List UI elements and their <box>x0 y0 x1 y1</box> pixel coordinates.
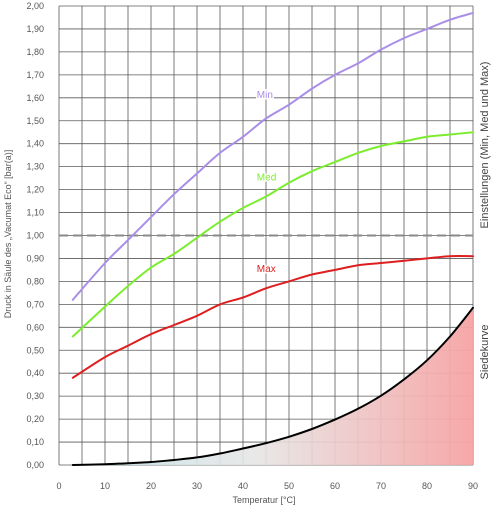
y-tick-label: 0,20 <box>26 414 44 424</box>
series-lines <box>71 11 474 466</box>
y-tick-label: 0,50 <box>26 345 44 355</box>
x-tick-labels: 0 10 20 30 40 50 60 70 80 90 <box>56 481 478 491</box>
x-tick-label: 90 <box>468 481 478 491</box>
boiling-area-fill <box>72 307 474 465</box>
y-tick-label: 0,40 <box>26 368 44 378</box>
series-labels: Min Med Max <box>255 88 277 276</box>
y-tick-label: 1,60 <box>26 93 44 103</box>
series-line-med <box>71 131 474 338</box>
y-tick-labels: 0,00 0,10 0,20 0,30 0,40 0,50 0,60 0,70 0,80 0,90… <box>26 1 44 470</box>
series-label-med: Med <box>257 172 276 183</box>
x-tick-label: 60 <box>330 481 340 491</box>
y-tick-label: 1,00 <box>26 231 44 241</box>
right-label-boiling-curve: Siedekurve <box>479 324 491 379</box>
x-tick-label: 30 <box>192 481 202 491</box>
y-tick-label: 0,10 <box>26 437 44 447</box>
x-tick-label: 10 <box>100 481 110 491</box>
y-tick-label: 0,00 <box>26 460 44 470</box>
boiling-curve-area <box>72 307 474 465</box>
x-tick-label: 50 <box>284 481 294 491</box>
x-axis-title: Temperatur [°C] <box>232 495 295 505</box>
x-tick-label: 0 <box>56 481 61 491</box>
series-label-max: Max <box>257 264 276 275</box>
y-tick-label: 0,70 <box>26 299 44 309</box>
y-tick-label: 0,30 <box>26 391 44 401</box>
y-tick-label: 1,20 <box>26 185 44 195</box>
y-tick-label: 2,00 <box>26 1 44 11</box>
y-tick-label: 0,80 <box>26 276 44 286</box>
y-tick-label: 1,40 <box>26 139 44 149</box>
y-tick-label: 1,10 <box>26 208 44 218</box>
y-tick-label: 1,80 <box>26 47 44 57</box>
series-line-siedekurve <box>71 306 474 466</box>
x-tick-label: 80 <box>422 481 432 491</box>
y-tick-label: 1,90 <box>26 24 44 34</box>
y-tick-label: 0,90 <box>26 253 44 263</box>
x-tick-label: 40 <box>238 481 248 491</box>
x-tick-label: 70 <box>376 481 386 491</box>
y-tick-label: 1,50 <box>26 116 44 126</box>
series-line-max <box>71 255 474 379</box>
x-tick-label: 20 <box>146 481 156 491</box>
y-tick-label: 1,70 <box>26 70 44 80</box>
series-line-min <box>71 11 474 301</box>
y-tick-label: 1,30 <box>26 162 44 172</box>
y-axis-title: Druck in Säule des „Vacumat Eco“ [bar(a)… <box>3 150 13 318</box>
right-label-settings: Einstellungen (Min, Med und Max) <box>479 62 491 229</box>
series-label-min: Min <box>257 90 273 101</box>
y-tick-label: 0,60 <box>26 322 44 332</box>
